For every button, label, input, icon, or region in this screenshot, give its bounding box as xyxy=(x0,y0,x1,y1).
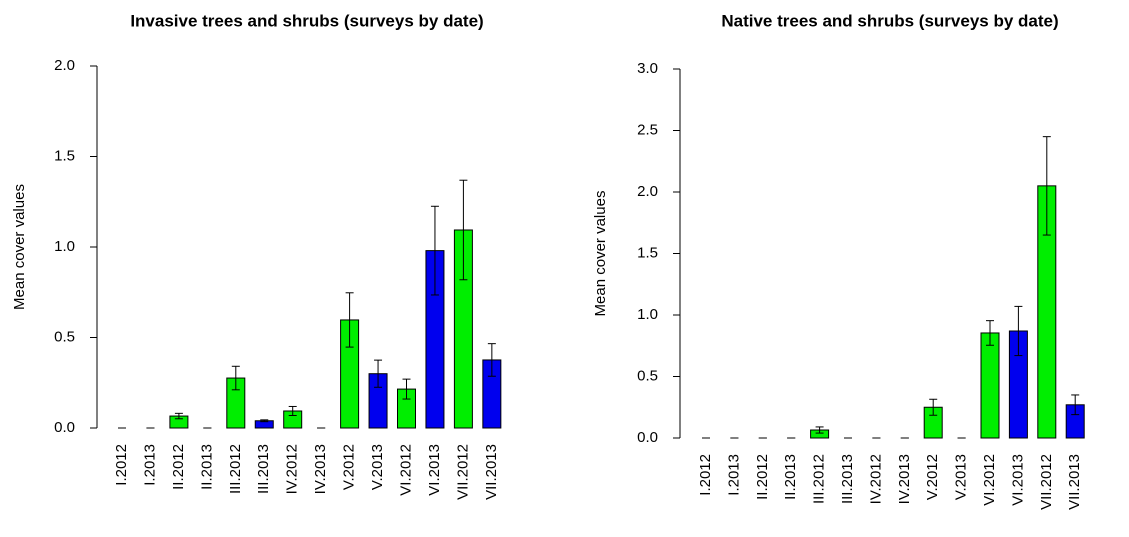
x-tick-label: III.2012 xyxy=(227,444,244,494)
x-tick-label: VII.2013 xyxy=(483,444,500,500)
x-tick-label: IV.2013 xyxy=(312,444,329,494)
x-tick-label: VI.2012 xyxy=(981,454,998,506)
x-tick-label: III.2013 xyxy=(839,454,856,504)
y-tick-label: 2.0 xyxy=(637,183,658,200)
x-tick-label: III.2013 xyxy=(255,444,272,494)
x-tick-label: I.2012 xyxy=(113,444,130,486)
x-tick-label: II.2012 xyxy=(754,454,771,500)
y-axis-label: Mean cover values xyxy=(592,191,609,317)
error-bar xyxy=(1042,136,1051,236)
x-tick-label: VII.2012 xyxy=(454,444,471,500)
y-tick-label: 0.5 xyxy=(54,328,75,345)
x-tick-label: IV.2012 xyxy=(284,444,301,494)
x-tick-label: II.2013 xyxy=(198,444,215,490)
y-tick-label: 1.5 xyxy=(637,244,658,261)
x-tick-label: VII.2012 xyxy=(1038,454,1055,510)
x-tick-label: II.2012 xyxy=(170,444,187,490)
y-tick-label: 0.0 xyxy=(54,419,75,436)
x-tick-label: VI.2012 xyxy=(397,444,414,496)
chart-title: Native trees and shrubs (surveys by date… xyxy=(721,11,1058,30)
x-tick-label: II.2013 xyxy=(782,454,799,500)
error-bar xyxy=(487,343,496,377)
y-axis-label: Mean cover values xyxy=(11,184,28,310)
x-tick-label: VII.2013 xyxy=(1066,454,1083,510)
error-bar xyxy=(1014,305,1023,357)
x-tick-label: I.2013 xyxy=(141,444,158,486)
x-tick-label: IV.2013 xyxy=(896,454,913,504)
y-tick-label: 1.5 xyxy=(54,147,75,164)
error-bar xyxy=(174,412,183,420)
chart-title: Invasive trees and shrubs (surveys by da… xyxy=(130,11,483,30)
x-tick-label: V.2012 xyxy=(341,444,358,490)
x-tick-label: I.2013 xyxy=(725,454,742,496)
y-tick-label: 0.5 xyxy=(637,367,658,384)
y-tick-label: 0.0 xyxy=(637,429,658,446)
error-bar xyxy=(345,292,354,348)
bar xyxy=(980,332,1000,439)
y-tick-label: 3.0 xyxy=(637,60,658,77)
y-tick-label: 2.0 xyxy=(54,57,75,74)
x-tick-label: I.2012 xyxy=(697,454,714,496)
error-bar xyxy=(231,365,240,391)
x-tick-label: V.2013 xyxy=(953,454,970,500)
y-tick-label: 1.0 xyxy=(637,306,658,323)
error-bar xyxy=(288,405,297,417)
error-bar xyxy=(374,359,383,388)
error-bar xyxy=(459,179,468,281)
y-tick-label: 1.0 xyxy=(54,238,75,255)
x-tick-label: III.2012 xyxy=(811,454,828,504)
error-bar xyxy=(815,426,824,434)
error-bar xyxy=(402,378,411,400)
x-tick-label: IV.2012 xyxy=(867,454,884,504)
error-bar xyxy=(260,419,269,423)
x-tick-label: V.2013 xyxy=(369,444,386,490)
error-bar xyxy=(430,205,439,296)
error-bar xyxy=(1071,394,1080,416)
error-bar xyxy=(986,320,994,346)
x-tick-label: V.2012 xyxy=(924,454,941,500)
x-tick-label: VI.2013 xyxy=(426,444,443,496)
y-tick-label: 2.5 xyxy=(637,121,658,138)
x-tick-label: VI.2013 xyxy=(1009,454,1026,506)
error-bar xyxy=(929,398,938,416)
